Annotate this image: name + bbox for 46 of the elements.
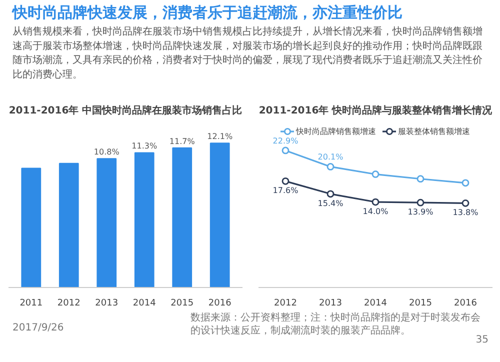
text: 35: [476, 334, 489, 346]
point: [282, 177, 290, 185]
chart-title: 2011-2016年 快时尚品牌与服装整体销售增长情况: [258, 104, 494, 116]
data-label: 13.8%: [452, 208, 479, 218]
legend-label: 服装整体销售额增速: [398, 126, 470, 136]
chart-title: 2011-2016年 中国快时尚品牌在服装市场销售占比: [8, 104, 242, 116]
point: [326, 190, 334, 198]
point: [416, 175, 424, 183]
bar: [96, 158, 117, 288]
text: 2017/9/26: [12, 322, 64, 334]
x-tick-label: 2014: [132, 298, 156, 308]
bar: [210, 142, 230, 288]
data-label: 14.0%: [362, 207, 389, 216]
x-tick-label: 2011: [20, 298, 43, 308]
x-tick-label: 2013: [95, 298, 118, 308]
x-tick-label: 2012: [57, 298, 80, 308]
data-label: 11.3%: [132, 142, 158, 151]
data-label: 22.9%: [272, 136, 299, 146]
point: [282, 146, 290, 154]
data-label: 12.1%: [207, 132, 233, 142]
bar: [21, 168, 42, 288]
x-tick-label: 2015: [170, 298, 194, 308]
x-tick-label: 2012: [274, 298, 297, 308]
point: [326, 163, 334, 170]
point: [416, 198, 424, 206]
x-tick-label: 2016: [208, 298, 232, 308]
bar: [172, 147, 192, 288]
bar: [58, 162, 79, 288]
x-tick-label: 2014: [364, 298, 388, 308]
data-label: 13.9%: [408, 208, 434, 217]
point: [462, 179, 470, 187]
legend-label: 快时尚品牌销售额增速: [296, 126, 376, 136]
point: [372, 170, 380, 178]
data-label: 10.8%: [94, 148, 120, 157]
data-label: 15.4%: [318, 198, 344, 208]
x-tick-label: 2015: [409, 298, 432, 308]
data-label: 11.7%: [169, 136, 196, 146]
text: 从销售规模来看，快时尚品牌在服装市场中销售规模占比持续提升，从增长情况来看，快时尚品牌销售额增速高于服装市场整体增速，快时尚品牌快速发展，对服装市场的增长起到良好的推动作用；快时尚品牌既跟随市场潮流，又具有亲民的价格，消费者对于快时尚的偏爱，展现了现代消费者既乐于追赶潮流又关注性价比的消费心理。: [12, 26, 482, 80]
point: [462, 199, 470, 207]
x-tick-label: 2013: [319, 298, 342, 308]
x-tick-label: 2016: [454, 298, 478, 308]
text: 快时尚品牌快速发展，消费者乐于追赶潮流，亦注重性价比: [12, 4, 402, 22]
point: [372, 198, 380, 206]
data-label: 20.1%: [318, 152, 344, 162]
data-label: 17.6%: [272, 186, 299, 196]
bar: [134, 152, 154, 288]
